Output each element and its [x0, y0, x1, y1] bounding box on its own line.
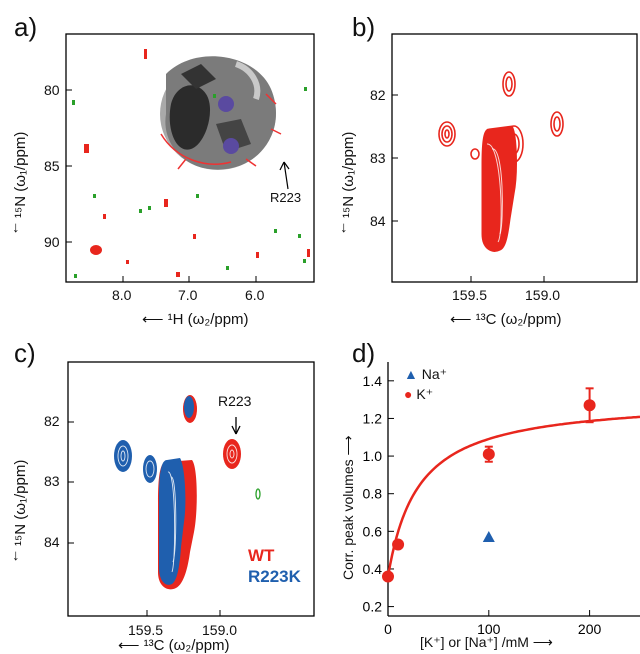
- k-circle-icon: ●: [404, 386, 413, 402]
- y-tick-label: 0.4: [363, 561, 383, 577]
- panel-c-xtick: 159.5: [128, 622, 164, 638]
- panel-c-yarrow: ↓: [12, 547, 20, 564]
- panel-c-xtick: 159.0: [202, 622, 238, 638]
- k-data-point: [482, 448, 495, 461]
- panel-c-plot: [67, 361, 315, 617]
- panel-b-yarrow: ↓: [340, 219, 348, 236]
- panel-b-plot: [391, 33, 638, 283]
- panel-d-label: d): [352, 338, 376, 368]
- k-data-point: [392, 538, 405, 551]
- panel-a-ytick: 85: [44, 158, 60, 174]
- panel-b-xtick: 159.0: [525, 287, 561, 303]
- panel-b-ytick: 84: [370, 213, 386, 229]
- panel-c-ytick: 82: [44, 413, 60, 429]
- panel-b-ytick: 83: [370, 150, 386, 166]
- protein-structure-image: [160, 56, 282, 170]
- legend-k-label: K⁺: [416, 386, 434, 402]
- x-tick-label: 200: [578, 621, 602, 637]
- panel-c-ylabel: ¹⁵N (ω₁/ppm): [12, 459, 29, 546]
- y-tick-label: 0.2: [363, 599, 383, 615]
- panel-b-contours: [438, 71, 564, 163]
- panel-a-peaks: [72, 49, 310, 278]
- na-data-point: [482, 530, 495, 542]
- na-triangle-icon: ▲: [404, 366, 418, 382]
- y-tick-label: 0.6: [363, 523, 383, 539]
- legend-na: ▲ Na⁺: [404, 366, 447, 383]
- x-tick-label: 0: [384, 621, 392, 637]
- panel-a-plot: [65, 33, 315, 283]
- panel-a-ylabel: ¹⁵N (ω₁/ppm): [12, 131, 29, 218]
- fit-curve: [386, 415, 640, 577]
- panel-a-ytick: 90: [44, 234, 60, 250]
- panel-b-ylabel: ¹⁵N (ω₁/ppm): [340, 131, 357, 218]
- panel-c-label: c): [14, 338, 36, 368]
- panel-a-yarrow: ↓: [12, 219, 20, 236]
- legend-k: ● K⁺: [404, 386, 433, 403]
- panel-a-xtick: 7.0: [178, 287, 198, 303]
- panel-a-xtick: 8.0: [112, 287, 132, 303]
- panel-d-chart: 0.2 0.4 0.6 0.8 1.0 1.2 1.4 0 100 200: [363, 362, 640, 637]
- panel-b-xtick: 159.5: [452, 287, 488, 303]
- y-tick-label: 0.8: [363, 486, 383, 502]
- legend-wt: WT: [248, 546, 275, 565]
- legend-r223k: R223K: [248, 567, 301, 586]
- panel-a-ytick: 80: [44, 82, 60, 98]
- y-tick-label: 1.2: [363, 410, 383, 426]
- k-data-point: [583, 399, 596, 412]
- panel-a-label: a): [14, 12, 38, 42]
- k-data-point: [382, 570, 394, 583]
- panel-a-xtick: 6.0: [245, 287, 265, 303]
- panel-b-label: b): [352, 12, 376, 42]
- panel-b-ytick: 82: [370, 87, 386, 103]
- panel-c-annotation: R223: [218, 393, 252, 409]
- y-tick-label: 1.0: [363, 448, 383, 464]
- panel-a-xlabel: ⟵ ¹H (ω₂/ppm): [142, 311, 249, 328]
- panel-a-annotation: R223: [270, 190, 302, 205]
- panel-c-ytick: 83: [44, 473, 60, 489]
- panel-c-xlabel: ⟵ ¹³C (ω₂/ppm): [118, 637, 230, 654]
- legend-na-label: Na⁺: [421, 366, 448, 382]
- panel-c-ytick: 84: [44, 534, 60, 550]
- y-tick-label: 1.4: [363, 373, 383, 389]
- panel-b-xlabel: ⟵ ¹³C (ω₂/ppm): [450, 311, 562, 328]
- x-tick-label: 100: [477, 621, 501, 637]
- panel-d-ylabel: Corr. peak volumes ⟶: [340, 435, 356, 580]
- panel-d-xlabel: [K⁺] or [Na⁺] /mM ⟶: [420, 634, 553, 650]
